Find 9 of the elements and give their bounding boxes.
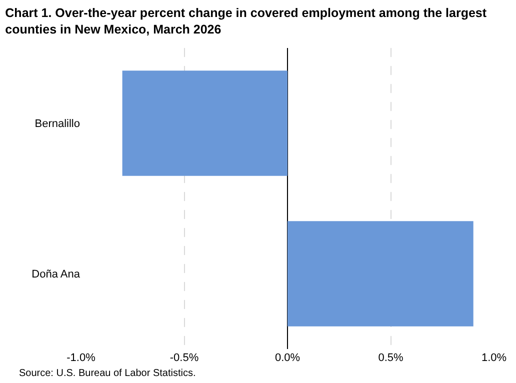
x-tick-label: 1.0% [481,352,507,364]
chart-title: Chart 1. Over-the-year percent change in covered employment among the largest counties in New Mexico, March 2026 [5,6,488,36]
x-tick-label: 0.0% [274,352,300,364]
x-tick-label: -1.0% [66,352,96,364]
source-note: Source: U.S. Bureau of Labor Statistics. [19,368,196,379]
y-tick-label: Doña Ana [32,268,81,281]
x-tick-label: -0.5% [170,352,199,364]
y-tick-label: Bernalillo [34,118,80,130]
x-tick-label: 0.5% [378,352,404,364]
